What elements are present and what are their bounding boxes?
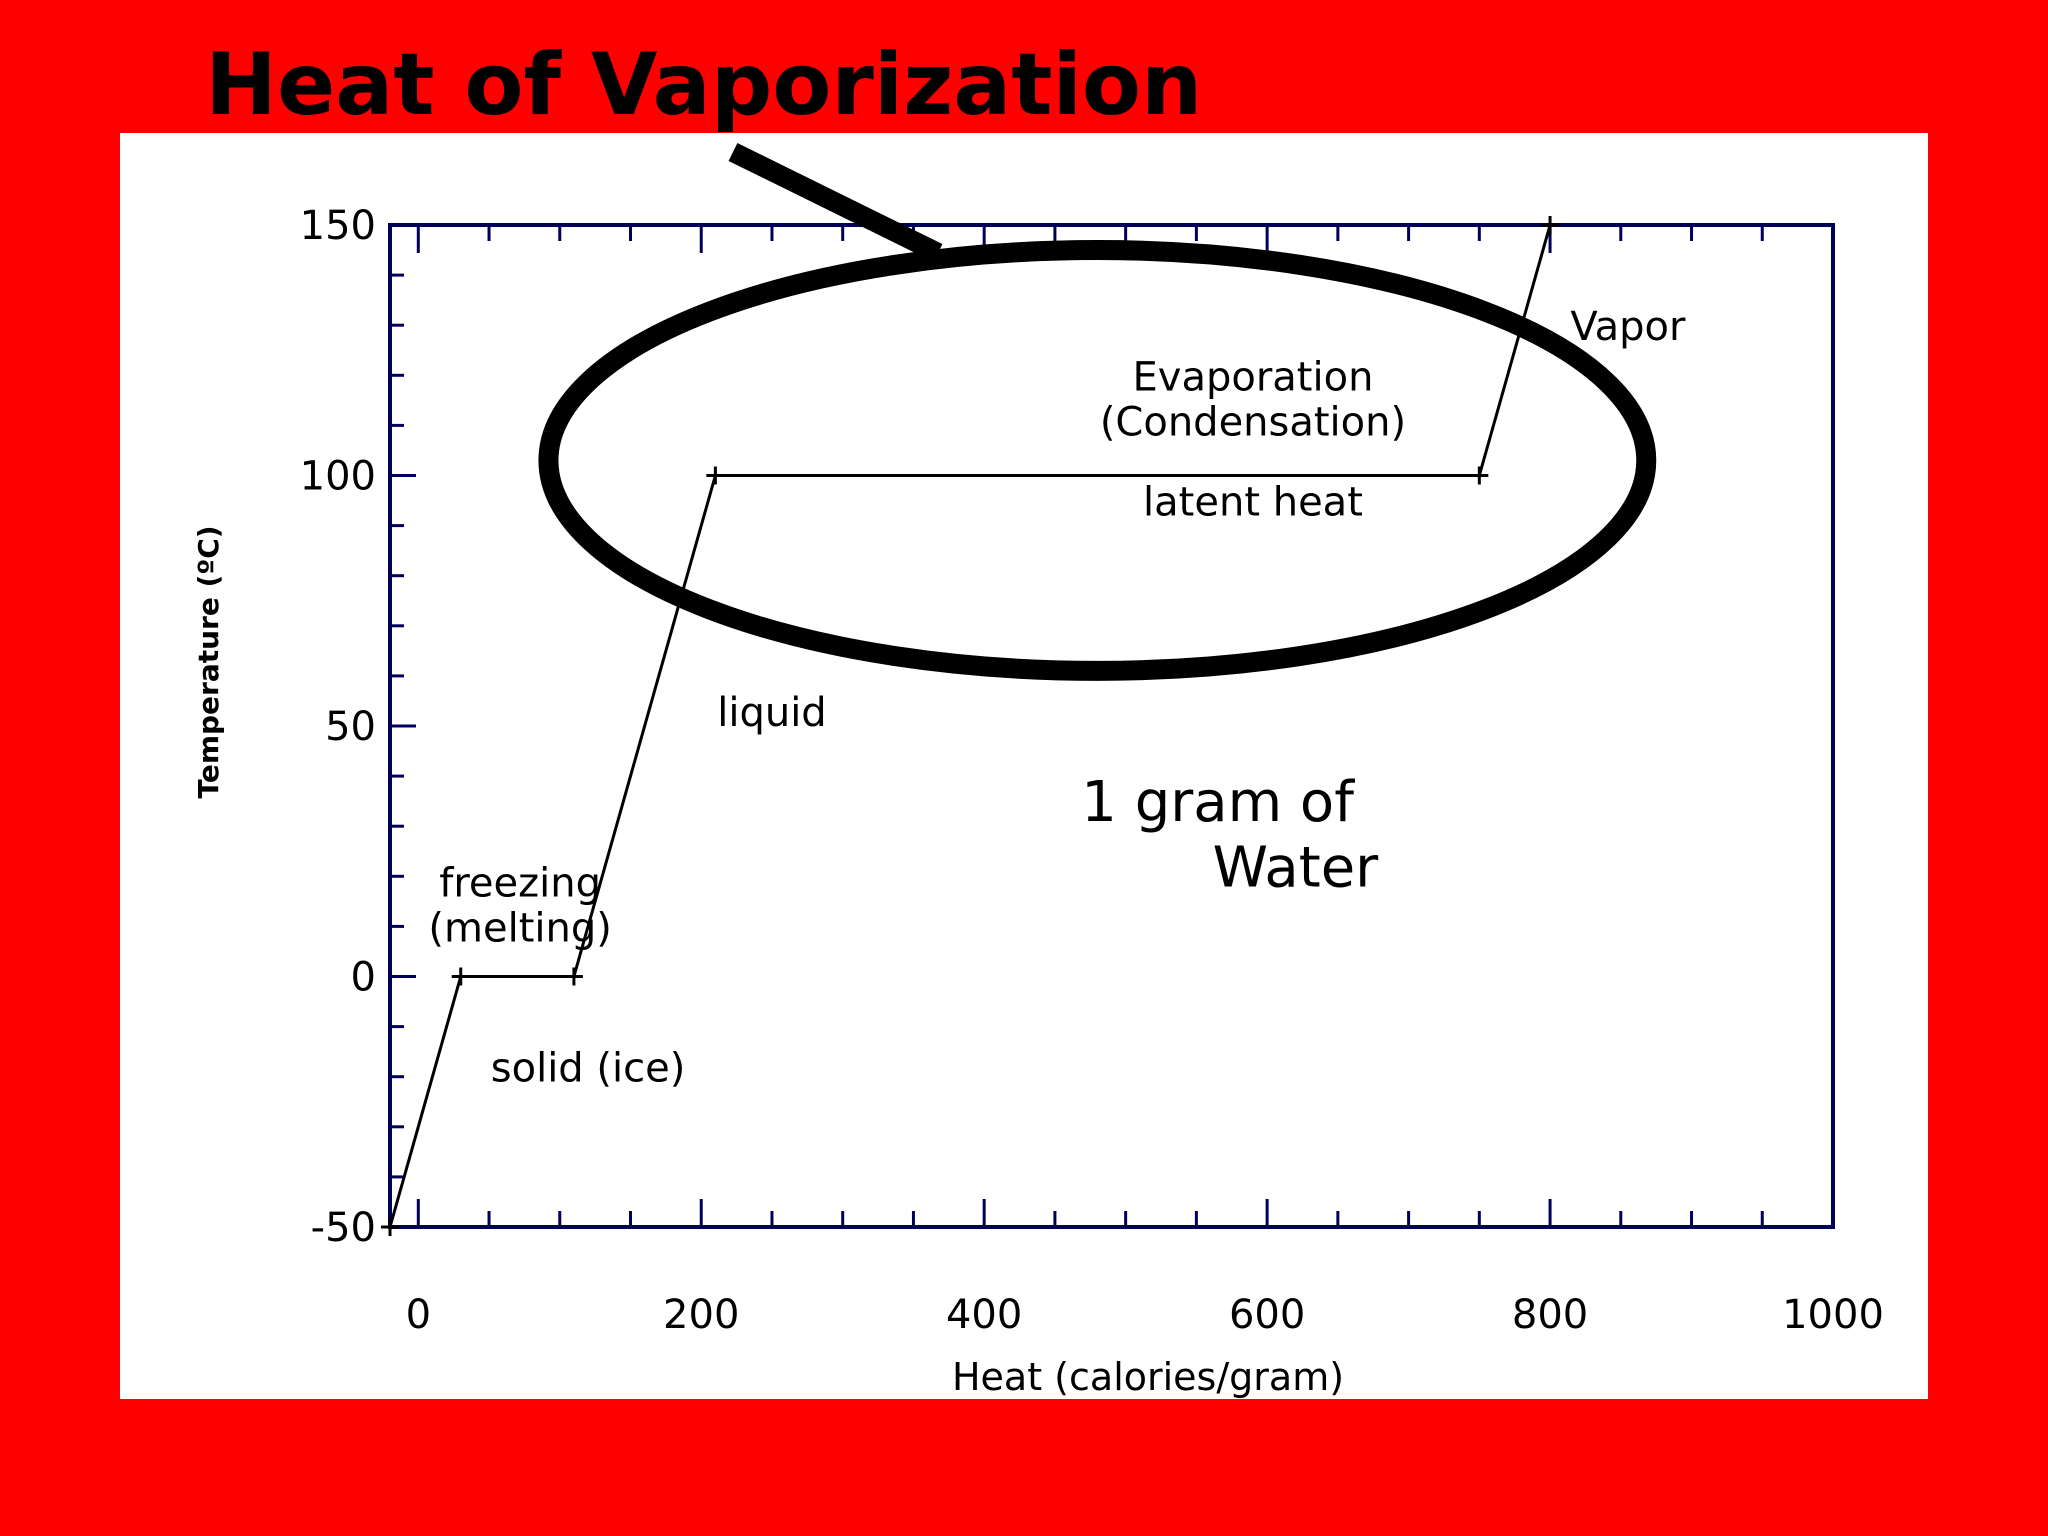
annotation-label: solid (ice) — [491, 1046, 686, 1092]
heating-curve-segment — [388, 976, 463, 1228]
annotation-label: 1 gram of — [1081, 770, 1355, 835]
annotation-label: (melting) — [428, 905, 611, 951]
annotation-label: (Condensation) — [1100, 399, 1406, 445]
x-axis-label: Heat (calories/gram) — [952, 1355, 1344, 1399]
annotation-label: Vapor — [1570, 304, 1686, 350]
x-tick-label: 400 — [946, 1292, 1022, 1338]
annotations-layer: Vapor Evaporation(Condensation) latent hea… — [428, 304, 1686, 1091]
heating-curve-segment — [1477, 224, 1552, 476]
y-tick-label: -50 — [311, 1205, 376, 1251]
annotation-label: freezing — [439, 860, 601, 906]
x-tick-label: 600 — [1229, 1292, 1305, 1338]
y-tick-label: 0 — [351, 955, 376, 1001]
y-axis-label: Temperature (ºC) — [192, 525, 225, 798]
series-layer — [381, 216, 1560, 1236]
axes-layer: 0 200 400 600 800 1000 -50 0 50 100 150 Heat (calor… — [192, 203, 1884, 1399]
heating-curve-segment — [572, 475, 717, 977]
x-tick-label: 200 — [663, 1292, 739, 1338]
slide-title: Heat of Vaporization — [205, 35, 1203, 135]
chart-figure-background — [120, 133, 1928, 1399]
x-tick-label: 0 — [406, 1292, 431, 1338]
y-tick-label: 150 — [300, 203, 376, 249]
annotation-label: Water — [1213, 835, 1380, 900]
y-tick-label: 100 — [300, 454, 376, 500]
highlight-ellipse — [538, 240, 1657, 681]
annotation-label: Evaporation — [1133, 354, 1374, 400]
annotation-label: liquid — [717, 690, 826, 736]
y-tick-label: 50 — [325, 704, 376, 750]
highlight-layer — [538, 143, 1657, 681]
annotation-label: latent heat — [1143, 480, 1363, 526]
x-tick-label: 800 — [1512, 1292, 1588, 1338]
x-tick-label: 1000 — [1782, 1292, 1884, 1338]
pointer-line — [728, 143, 943, 262]
